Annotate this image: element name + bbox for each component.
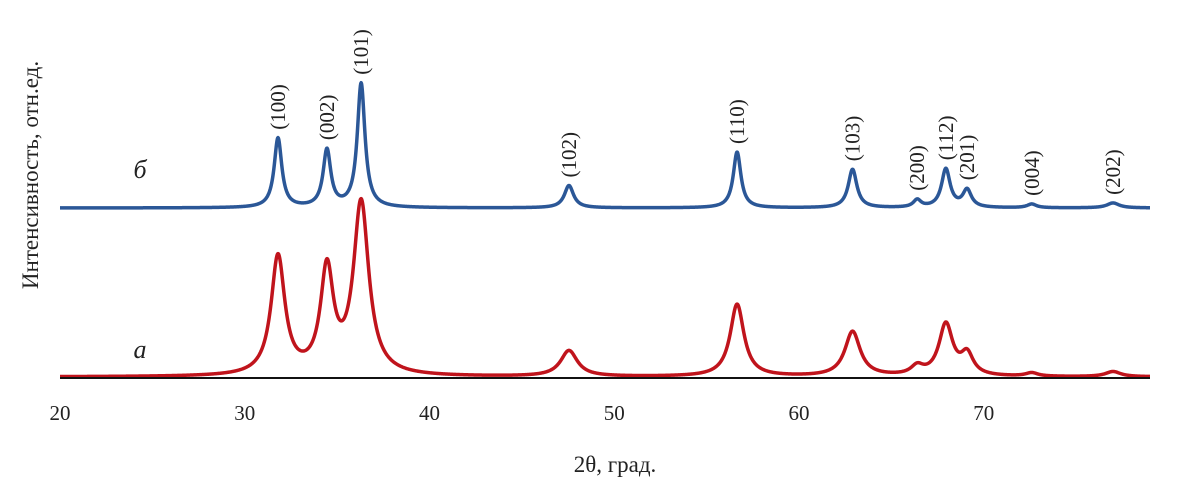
x-axis-label: 2θ, град. — [574, 452, 657, 477]
y-axis-label: Интенсивность, отн.ед. — [18, 61, 43, 289]
peak-label: (201) — [955, 135, 979, 181]
series-line-a — [58, 196, 1152, 379]
series-label-b: б — [133, 155, 147, 184]
x-tick-label: 30 — [234, 401, 255, 425]
series-line-b — [58, 80, 1152, 210]
peak-label: (102) — [557, 132, 581, 178]
peak-label: (110) — [725, 99, 749, 144]
x-tick-label: 70 — [973, 401, 994, 425]
peak-label: (002) — [315, 95, 339, 141]
peak-label: (100) — [266, 84, 290, 130]
series-layer — [58, 80, 1152, 379]
series-label-a: а — [134, 335, 147, 364]
peak-label: (112) — [934, 115, 958, 160]
tick-layer: 20 30 40 50 60 70 — [50, 401, 995, 425]
x-tick-label: 20 — [50, 401, 71, 425]
peak-label: (202) — [1101, 149, 1125, 195]
peak-label: (101) — [349, 29, 373, 75]
x-tick-label: 50 — [604, 401, 625, 425]
peak-label: (004) — [1020, 150, 1044, 196]
x-tick-label: 60 — [788, 401, 809, 425]
series-label-layer: ба — [133, 155, 147, 364]
peak-label: (103) — [841, 116, 865, 162]
x-tick-label: 40 — [419, 401, 440, 425]
annotation-layer: (100) (002) (101) (102) (110) (103) (200)(112)… — [266, 29, 1125, 196]
peak-label: (200) — [905, 145, 929, 191]
